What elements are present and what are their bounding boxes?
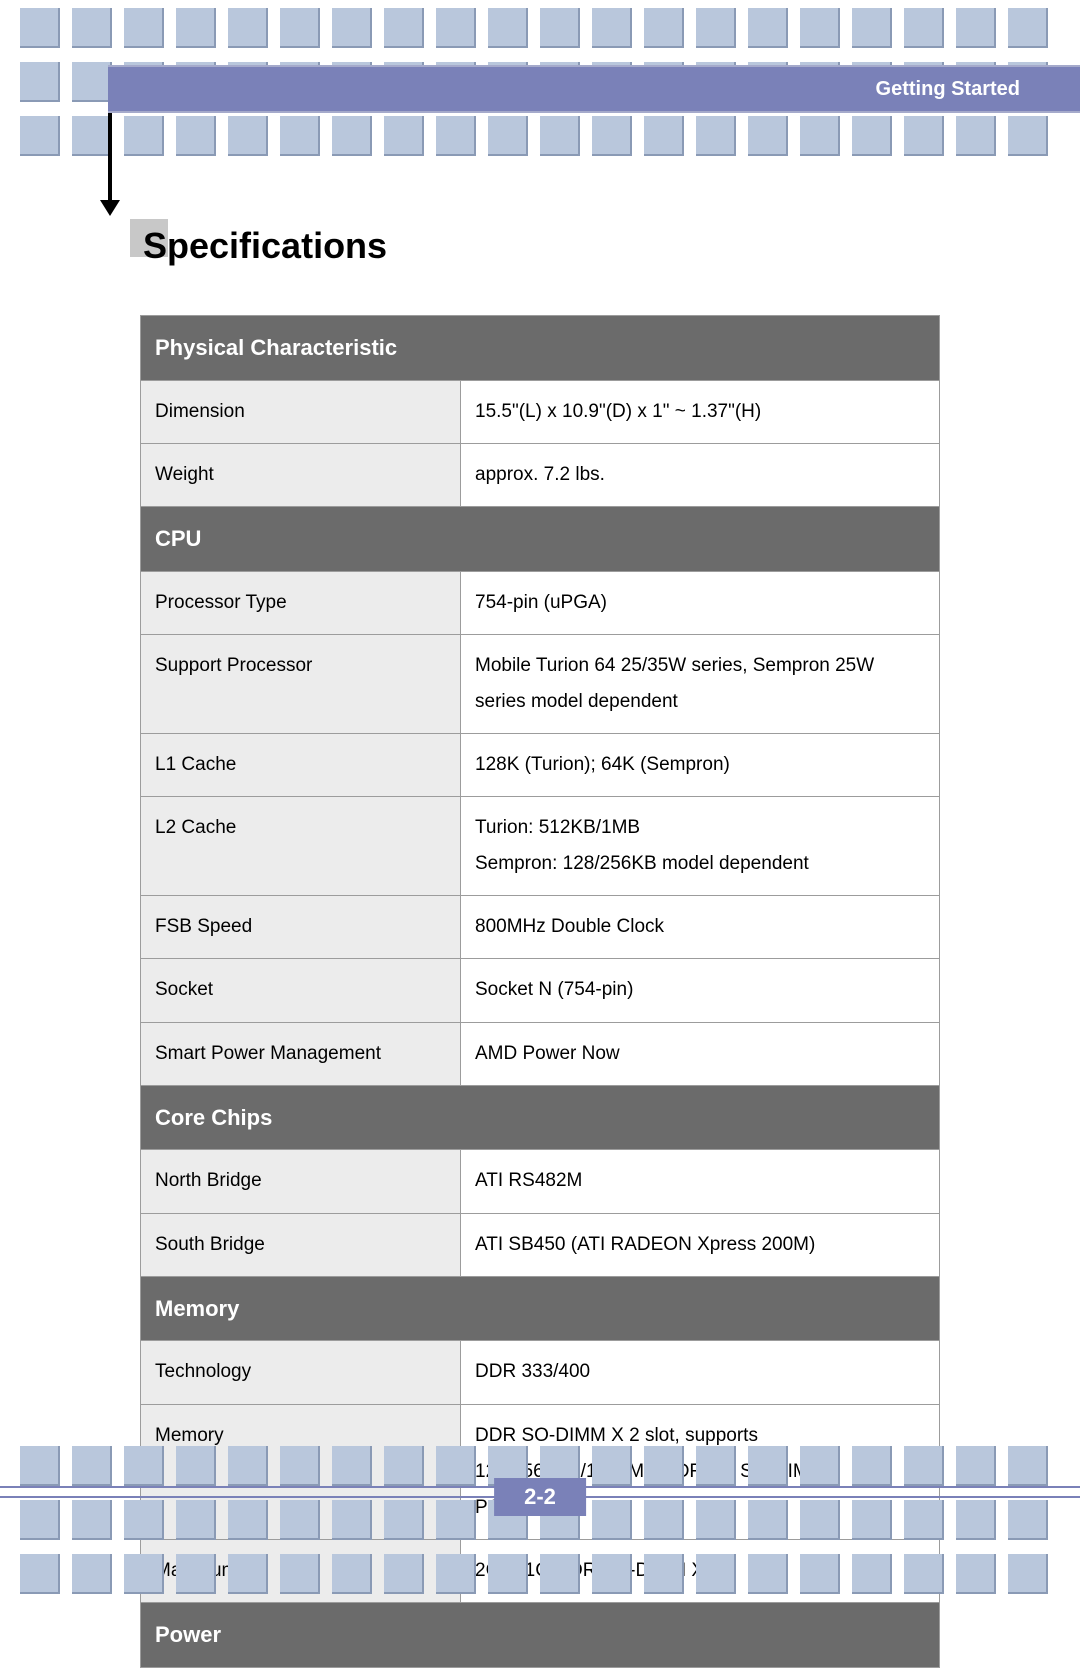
spec-label: Weight	[141, 443, 461, 506]
spec-label: L1 Cache	[141, 734, 461, 797]
section-header: CPU	[141, 506, 940, 571]
decor-row-bottom-3	[0, 1554, 1048, 1594]
spec-label: L2 Cache	[141, 797, 461, 896]
spec-value: approx. 7.2 lbs.	[461, 443, 940, 506]
spec-label: North Bridge	[141, 1150, 461, 1213]
section-header: Memory	[141, 1276, 940, 1341]
spec-value: Socket N (754-pin)	[461, 959, 940, 1022]
spec-label: FSB Speed	[141, 896, 461, 959]
page-number: 2-2	[494, 1478, 586, 1516]
spec-label: Support Processor	[141, 634, 461, 733]
section-header: Physical Characteristic	[141, 316, 940, 381]
section-header: Power	[141, 1602, 940, 1667]
spec-label: Dimension	[141, 380, 461, 443]
header-title: Getting Started	[876, 78, 1020, 101]
decor-row-top-3	[0, 116, 1048, 156]
spec-value: 15.5"(L) x 10.9"(D) x 1" ~ 1.37"(H)	[461, 380, 940, 443]
spec-value: 128K (Turion); 64K (Sempron)	[461, 734, 940, 797]
spec-value: ATI SB450 (ATI RADEON Xpress 200M)	[461, 1213, 940, 1276]
spec-label: Smart Power Management	[141, 1022, 461, 1085]
spec-value: AMD Power Now	[461, 1022, 940, 1085]
page-title: Specifications	[143, 225, 387, 267]
decor-row-top-1	[0, 8, 1048, 48]
spec-label: Technology	[141, 1341, 461, 1404]
header-bar: Getting Started	[108, 65, 1080, 113]
spec-value: Mobile Turion 64 25/35W series, Sempron …	[461, 634, 940, 733]
section-header: Core Chips	[141, 1085, 940, 1150]
arrow-head-icon	[100, 200, 120, 216]
spec-value: ATI RS482M	[461, 1150, 940, 1213]
spec-label: Socket	[141, 959, 461, 1022]
spec-value: DDR 333/400	[461, 1341, 940, 1404]
spec-label: South Bridge	[141, 1213, 461, 1276]
spec-value: Turion: 512KB/1MB Sempron: 128/256KB mod…	[461, 797, 940, 896]
spec-label: Processor Type	[141, 571, 461, 634]
spec-value: 800MHz Double Clock	[461, 896, 940, 959]
spec-value: 754-pin (uPGA)	[461, 571, 940, 634]
arrow-line	[108, 113, 112, 203]
